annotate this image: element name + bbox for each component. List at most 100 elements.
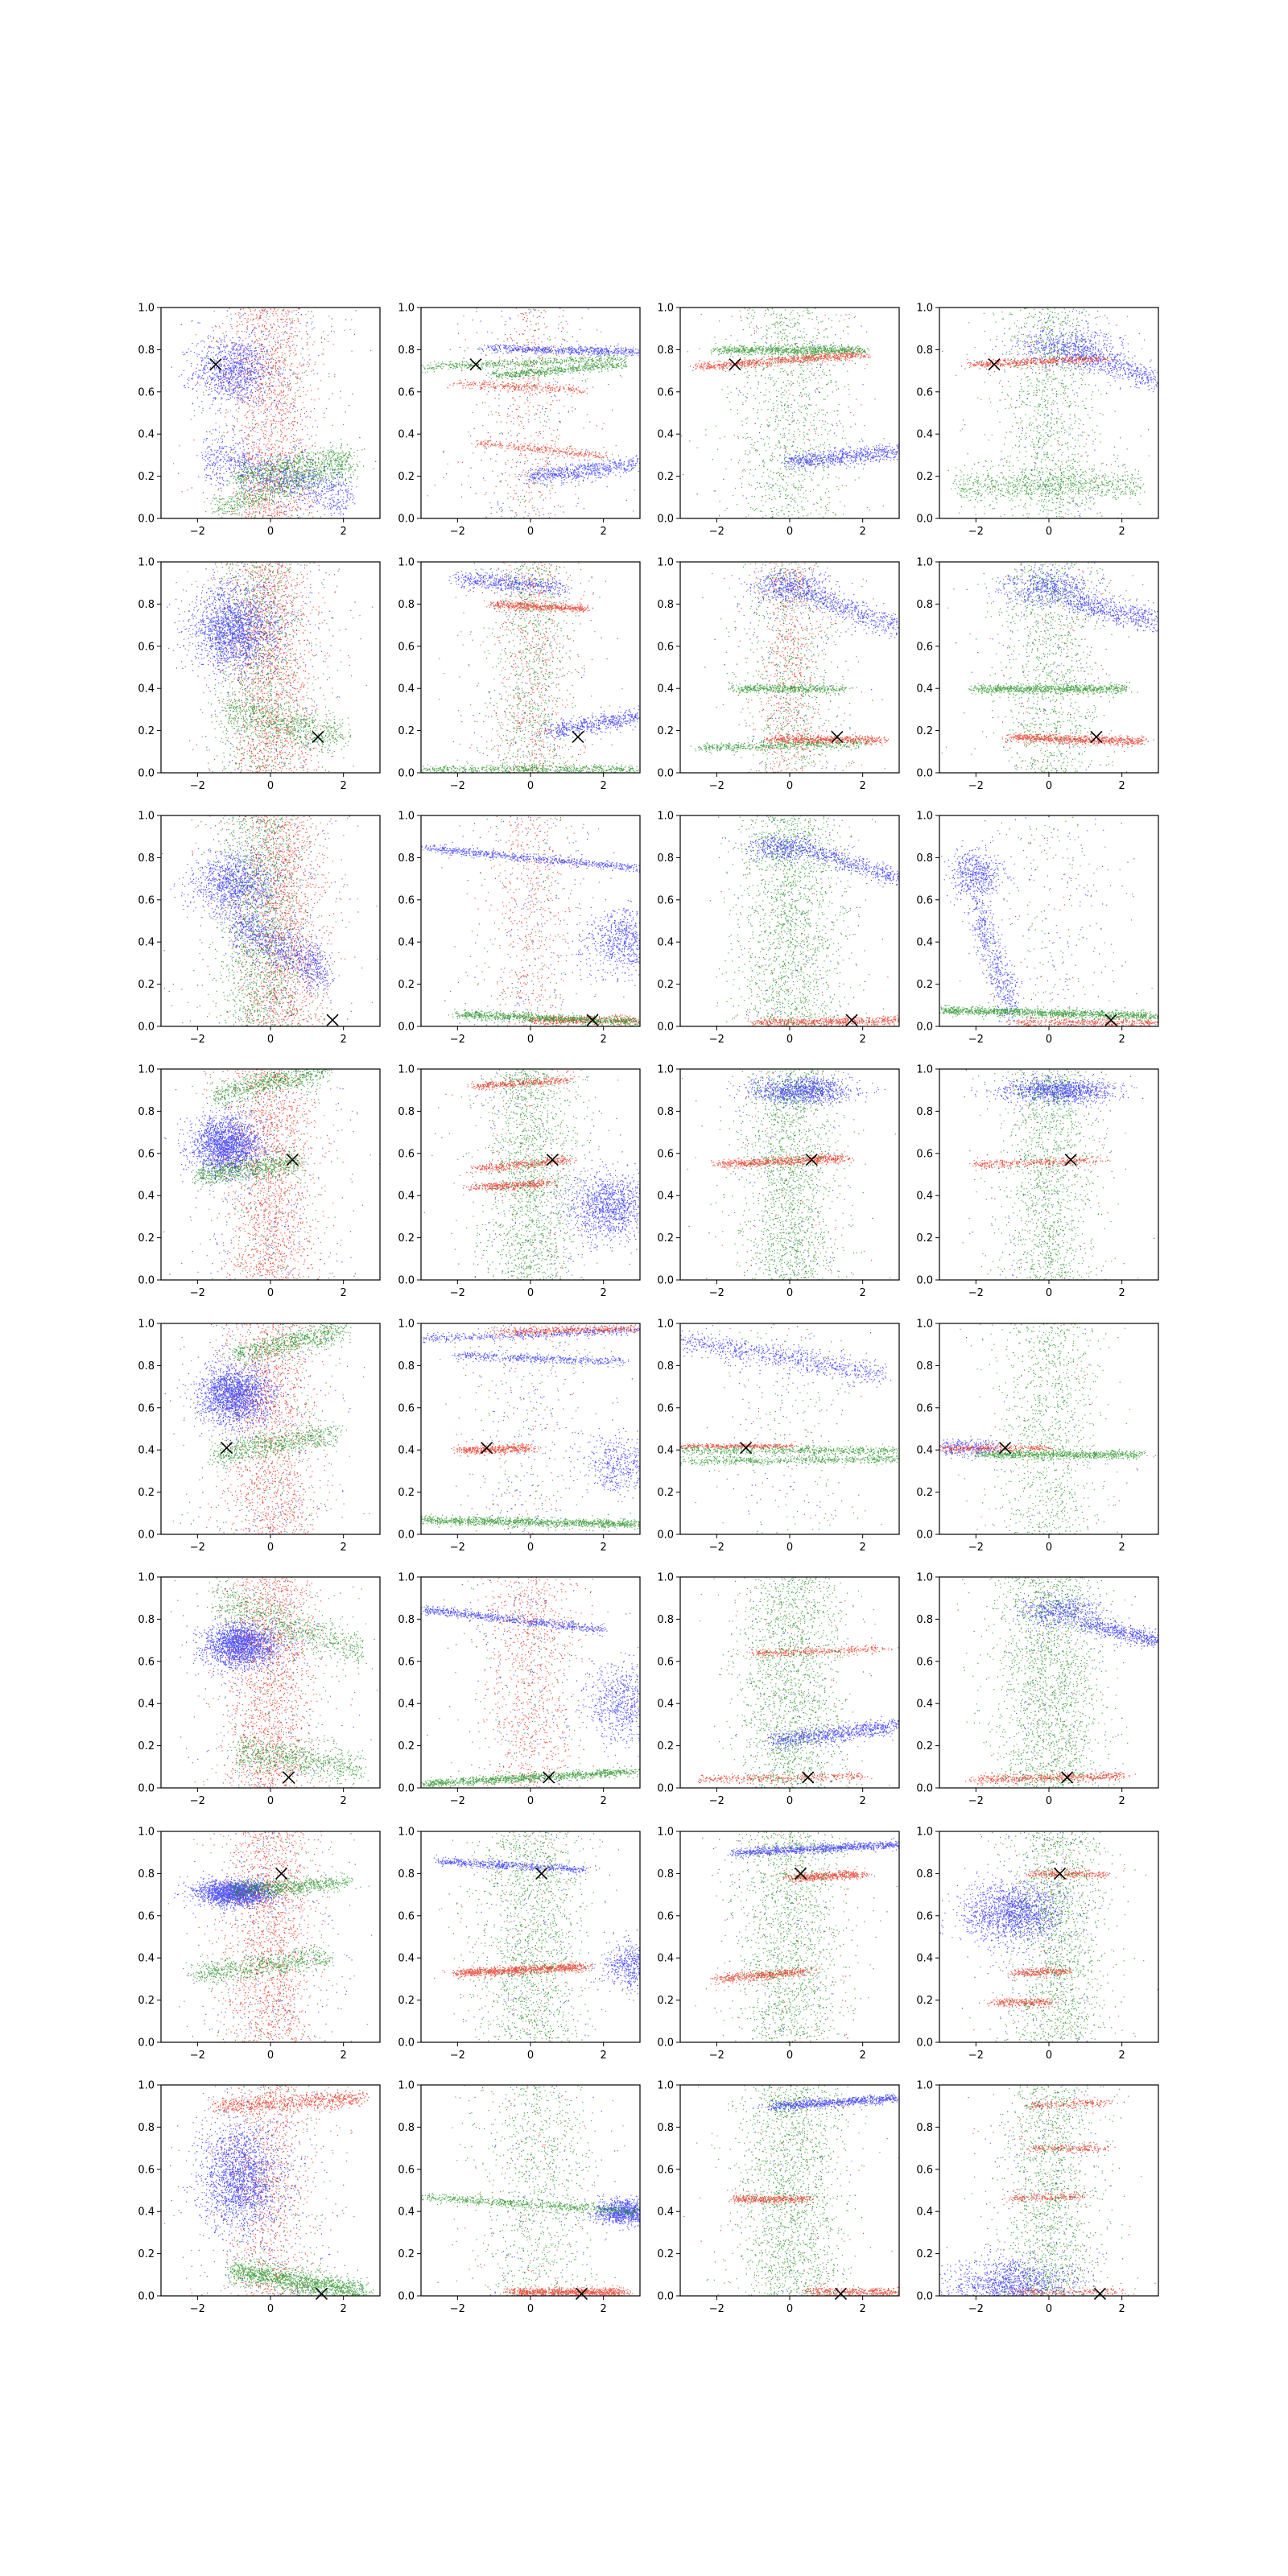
scatter-points-blue [412, 1072, 672, 1278]
scatter-points-green [695, 1831, 899, 2043]
x-tick-label: −2 [450, 1287, 465, 1299]
x-tick-label: 0 [1046, 1542, 1052, 1554]
scatter-points-green [687, 1069, 866, 1281]
y-tick-label: 0.0 [657, 1530, 674, 1542]
scatter-points-green [969, 1831, 1200, 2043]
series-green [687, 1069, 866, 1281]
scatter-points-red [168, 1831, 369, 2043]
series-green [186, 1831, 373, 2043]
axes-frame [680, 1323, 899, 1534]
axes-frame [161, 562, 380, 773]
axes-frame [421, 2085, 640, 2296]
series-blue [412, 1072, 672, 1278]
points-layer [897, 2085, 1170, 2335]
x-tick-label: 2 [860, 780, 866, 792]
y-tick-label: 0.0 [398, 1022, 415, 1034]
x-tick-label: −2 [450, 1542, 465, 1554]
y-tick-label: 0.2 [916, 1740, 933, 1752]
axes-frame [161, 1069, 380, 1280]
x-tick-label: −2 [450, 2303, 465, 2315]
points-layer [677, 815, 916, 1029]
y-tick-label: 0.6 [916, 386, 933, 398]
x-tick-label: 2 [601, 1542, 607, 1554]
y-tick-label: 0.6 [398, 2164, 415, 2176]
y-tick-label: 0.6 [138, 894, 155, 906]
y-tick-label: 1.0 [398, 1827, 415, 1839]
series-green [424, 1069, 668, 1281]
y-tick-label: 0.2 [657, 1740, 674, 1752]
y-tick-label: 0.6 [916, 1148, 933, 1160]
points-layer [931, 815, 1172, 1043]
y-tick-label: 0.0 [657, 1275, 674, 1287]
axes-frame [939, 815, 1158, 1026]
x-tick-label: −2 [190, 2050, 205, 2062]
y-tick-label: 1.0 [138, 811, 155, 823]
y-tick-label: 0.8 [398, 345, 415, 357]
y-tick-label: 0.8 [398, 599, 415, 611]
x-tick-label: 0 [786, 1542, 793, 1554]
scatter-points-red [437, 2085, 633, 2299]
x-tick-label: 0 [527, 2303, 534, 2315]
x-tick-label: −2 [450, 780, 465, 792]
y-tick-label: 0.2 [398, 1487, 415, 1499]
scatter-points-blue [452, 2085, 678, 2295]
x-tick-label: 2 [601, 1034, 607, 1046]
series-red [164, 2082, 382, 2297]
x-tick-label: 0 [267, 2050, 274, 2062]
y-tick-label: 1.0 [657, 1319, 674, 1331]
y-tick-label: 0.6 [657, 2164, 674, 2176]
y-tick-label: 0.4 [398, 683, 415, 696]
x-tick-label: 2 [1119, 1542, 1125, 1554]
y-tick-label: 0.6 [398, 1656, 415, 1668]
y-tick-label: 0.0 [398, 1783, 415, 1795]
subplot-r5-c3: −2 0 20.00.20.40.60.81.0 [657, 1319, 910, 1554]
y-tick-label: 0.4 [916, 1699, 933, 1711]
subplot-r1-c1: −2 0 20.00.20.40.60.81.0 [138, 303, 395, 539]
y-tick-label: 0.4 [916, 937, 933, 949]
series-blue [449, 565, 656, 773]
y-tick-label: 1.0 [398, 557, 415, 569]
scatter-points-blue [449, 565, 656, 773]
series-red [443, 308, 613, 519]
x-tick-label: 0 [786, 1287, 793, 1299]
y-tick-label: 0.2 [916, 725, 933, 737]
y-tick-label: 0.4 [398, 937, 415, 949]
y-tick-label: 0.8 [138, 1106, 155, 1118]
subplot-r7-c1: −2 0 20.00.20.40.60.81.0 [138, 1827, 386, 2062]
y-tick-label: 1.0 [138, 303, 155, 315]
x-tick-label: 0 [1046, 1795, 1052, 1807]
x-marker [276, 1868, 287, 1879]
y-tick-label: 0.0 [916, 1530, 933, 1542]
y-tick-label: 0.0 [138, 2291, 155, 2303]
y-tick-label: 0.2 [398, 1995, 415, 2007]
x-tick-label: 2 [1119, 780, 1125, 792]
y-tick-label: 0.2 [657, 471, 674, 483]
x-tick-label: 0 [786, 1795, 793, 1807]
scatter-points-green [696, 2085, 893, 2297]
series-blue [674, 1326, 892, 1533]
y-tick-label: 0.4 [916, 2207, 933, 2219]
x-tick-label: 2 [860, 1542, 866, 1554]
scatter-points-blue [412, 817, 683, 1026]
y-tick-label: 0.6 [657, 1148, 674, 1160]
scatter-points-green [931, 815, 1172, 1026]
x-tick-label: 0 [1046, 2303, 1052, 2315]
x-marker [1055, 1868, 1066, 1879]
x-tick-label: 2 [341, 1287, 347, 1299]
scatter-points-blue [964, 1063, 1183, 1280]
x-tick-label: 0 [1046, 780, 1052, 792]
series-red [446, 1322, 650, 1535]
axes-frame [161, 1577, 380, 1788]
y-tick-label: 1.0 [138, 1319, 155, 1331]
x-tick-label: 2 [341, 526, 347, 538]
series-blue [974, 1578, 1173, 1787]
points-layer [150, 562, 374, 774]
x-marker [572, 731, 584, 742]
y-tick-label: 1.0 [138, 1572, 155, 1584]
series-red [670, 1578, 899, 1788]
scatter-points-red [441, 816, 656, 1026]
y-tick-label: 1.0 [138, 1827, 155, 1839]
y-tick-label: 0.4 [398, 1953, 415, 1965]
subplot-r2-c4: −2 0 20.00.20.40.60.81.0 [916, 557, 1182, 793]
